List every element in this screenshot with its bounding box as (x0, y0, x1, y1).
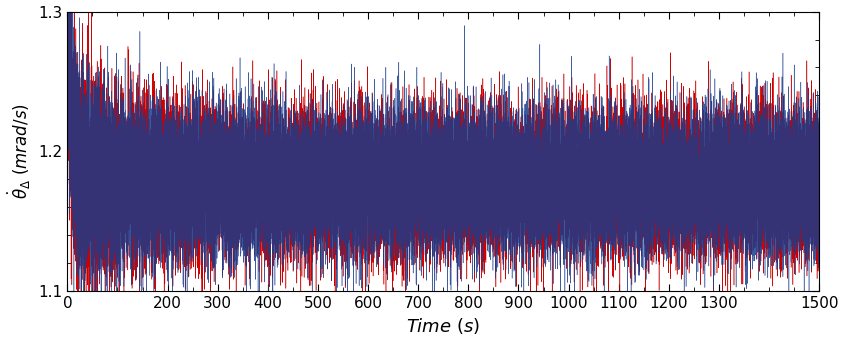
X-axis label: $\mathit{Time}\ (s)$: $\mathit{Time}\ (s)$ (406, 316, 480, 337)
Y-axis label: $\dot{\theta}_{\Delta}\ (mrad/s)$: $\dot{\theta}_{\Delta}\ (mrad/s)$ (6, 103, 33, 199)
